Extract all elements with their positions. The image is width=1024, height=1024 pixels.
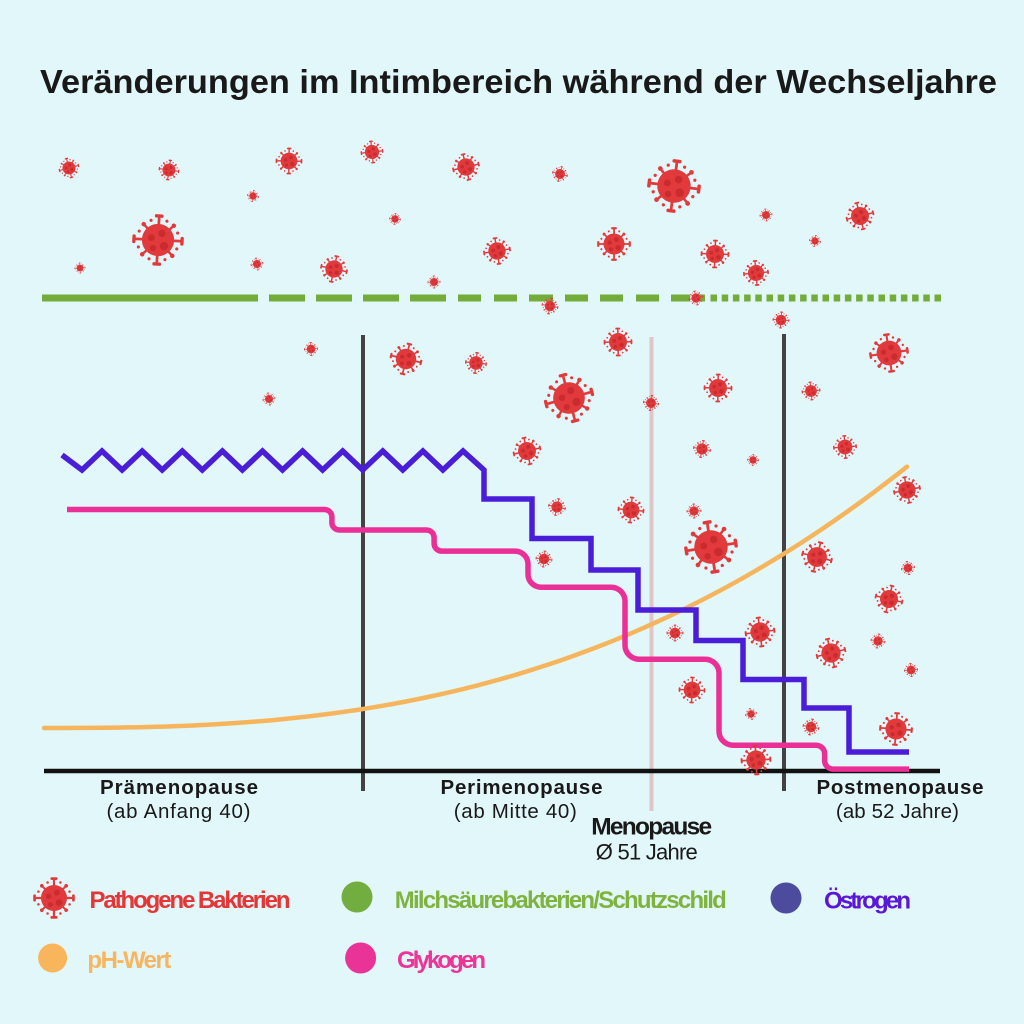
svg-text:Östrogen: Östrogen: [824, 888, 911, 915]
svg-text:Ø 51 Jahre: Ø 51 Jahre: [596, 840, 698, 865]
svg-text:pH-Wert: pH-Wert: [87, 947, 171, 974]
svg-text:Perimenopause: Perimenopause: [441, 776, 603, 799]
svg-text:Pathogene Bakterien: Pathogene Bakterien: [90, 887, 291, 914]
svg-text:Veränderungen im Intimbereich: Veränderungen im Intimbereich während de…: [40, 63, 997, 100]
svg-text:(ab Anfang 40): (ab Anfang 40): [107, 800, 251, 823]
svg-text:Milchsäurebakterien/Schutzschi: Milchsäurebakterien/Schutzschild: [395, 887, 727, 914]
svg-text:Glykogen: Glykogen: [397, 947, 486, 974]
svg-text:(ab 52 Jahre): (ab 52 Jahre): [836, 800, 959, 823]
svg-text:Menopause: Menopause: [591, 814, 712, 841]
svg-text:(ab Mitte 40): (ab Mitte 40): [454, 800, 577, 823]
svg-text:Prämenopause: Prämenopause: [100, 776, 258, 799]
svg-text:Postmenopause: Postmenopause: [817, 776, 984, 799]
